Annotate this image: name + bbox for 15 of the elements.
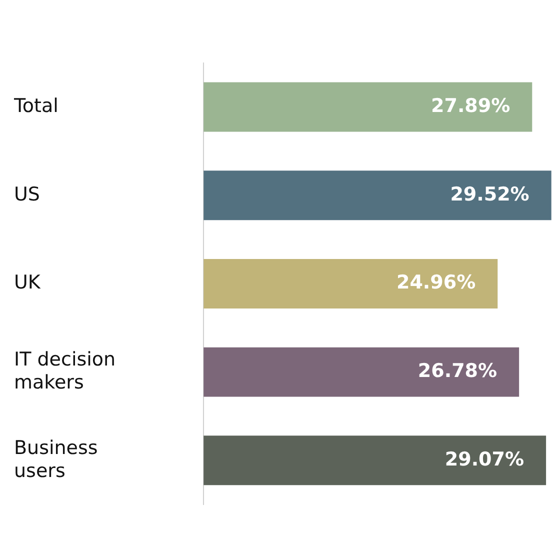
data-label: 29.52% [450, 183, 530, 206]
y-tick-label: US [14, 183, 40, 206]
bar [204, 347, 520, 397]
data-label: 24.96% [396, 272, 476, 294]
y-tick-label: Total [13, 94, 58, 117]
data-label: 27.89% [431, 94, 510, 117]
bar [204, 436, 546, 486]
data-label: 29.07% [444, 448, 524, 470]
y-tick-label: Business users [14, 436, 98, 482]
bar [204, 170, 552, 220]
bar [204, 258, 498, 308]
bar [204, 82, 532, 132]
y-tick-label: IT decision makers [14, 348, 116, 394]
y-tick-label: UK [14, 272, 41, 294]
data-label: 26.78% [418, 360, 498, 382]
